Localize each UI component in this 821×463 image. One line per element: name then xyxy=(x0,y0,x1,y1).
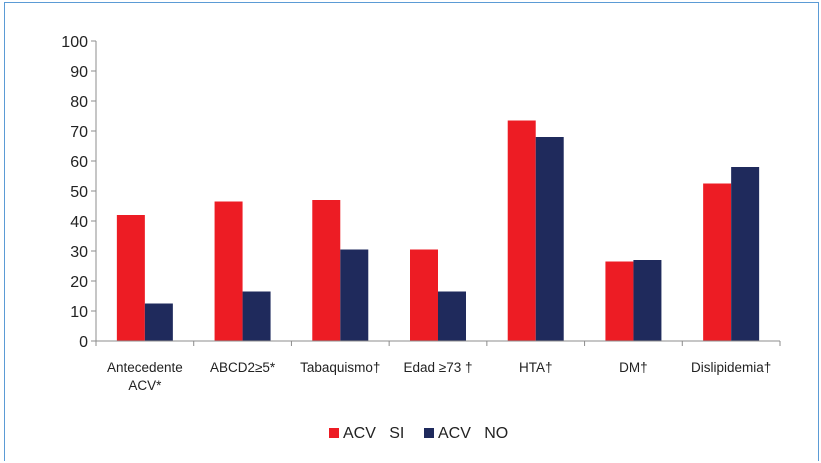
bar-acv-no xyxy=(535,137,564,341)
legend-swatch xyxy=(424,428,434,438)
legend: ACV SI ACV NO xyxy=(329,425,508,442)
bar-acv-no xyxy=(438,291,466,341)
bar-acv-no xyxy=(242,291,271,341)
y-tick-label: 70 xyxy=(70,124,88,141)
legend-label: ACV NO xyxy=(438,425,508,442)
x-category-label: HTA† xyxy=(519,360,553,375)
y-tick-label: 10 xyxy=(70,304,88,321)
x-category-label: Tabaquismo† xyxy=(300,360,380,375)
bar-acv-si xyxy=(703,183,732,341)
x-category-label: Antecedente xyxy=(107,360,183,375)
y-tick-label: 40 xyxy=(70,214,88,231)
bar-acv-si xyxy=(410,249,438,341)
bar-acv-no xyxy=(731,167,760,341)
x-category-label: ACV* xyxy=(128,378,162,393)
bar-acv-no xyxy=(633,260,662,341)
bar-acv-si xyxy=(507,120,536,341)
y-tick-label: 60 xyxy=(70,154,88,171)
bar-acv-si xyxy=(214,201,243,341)
bar-acv-no xyxy=(340,249,369,341)
bar-acv-no xyxy=(144,303,173,341)
bar-acv-si xyxy=(605,261,634,341)
x-category-label: Edad ≥73 † xyxy=(404,360,473,375)
y-tick-label: 0 xyxy=(79,334,88,351)
x-category-label: DM† xyxy=(619,360,648,375)
y-tick-label: 100 xyxy=(61,34,88,51)
chart-frame xyxy=(4,2,819,461)
y-tick-label: 20 xyxy=(70,274,88,291)
legend-label: ACV SI xyxy=(343,425,404,442)
bar-acv-si xyxy=(116,215,145,341)
y-tick-label: 30 xyxy=(70,244,88,261)
x-category-label: ABCD2≥5* xyxy=(210,360,276,375)
y-axis: 0 10 20 30 40 50 60 70 80 90 100 xyxy=(61,34,97,351)
y-tick-label: 80 xyxy=(70,94,88,111)
x-axis: Antecedente ACV* ABCD2≥5* Tabaquismo† Edad ≥… xyxy=(95,340,781,393)
y-tick-label: 90 xyxy=(70,64,88,81)
bars xyxy=(116,120,760,341)
x-category-label: Dislipidemia† xyxy=(691,360,771,375)
bar-acv-si xyxy=(312,200,341,341)
legend-swatch xyxy=(329,428,339,438)
y-tick-label: 50 xyxy=(70,184,88,201)
chart-frame-right-border xyxy=(818,2,819,461)
